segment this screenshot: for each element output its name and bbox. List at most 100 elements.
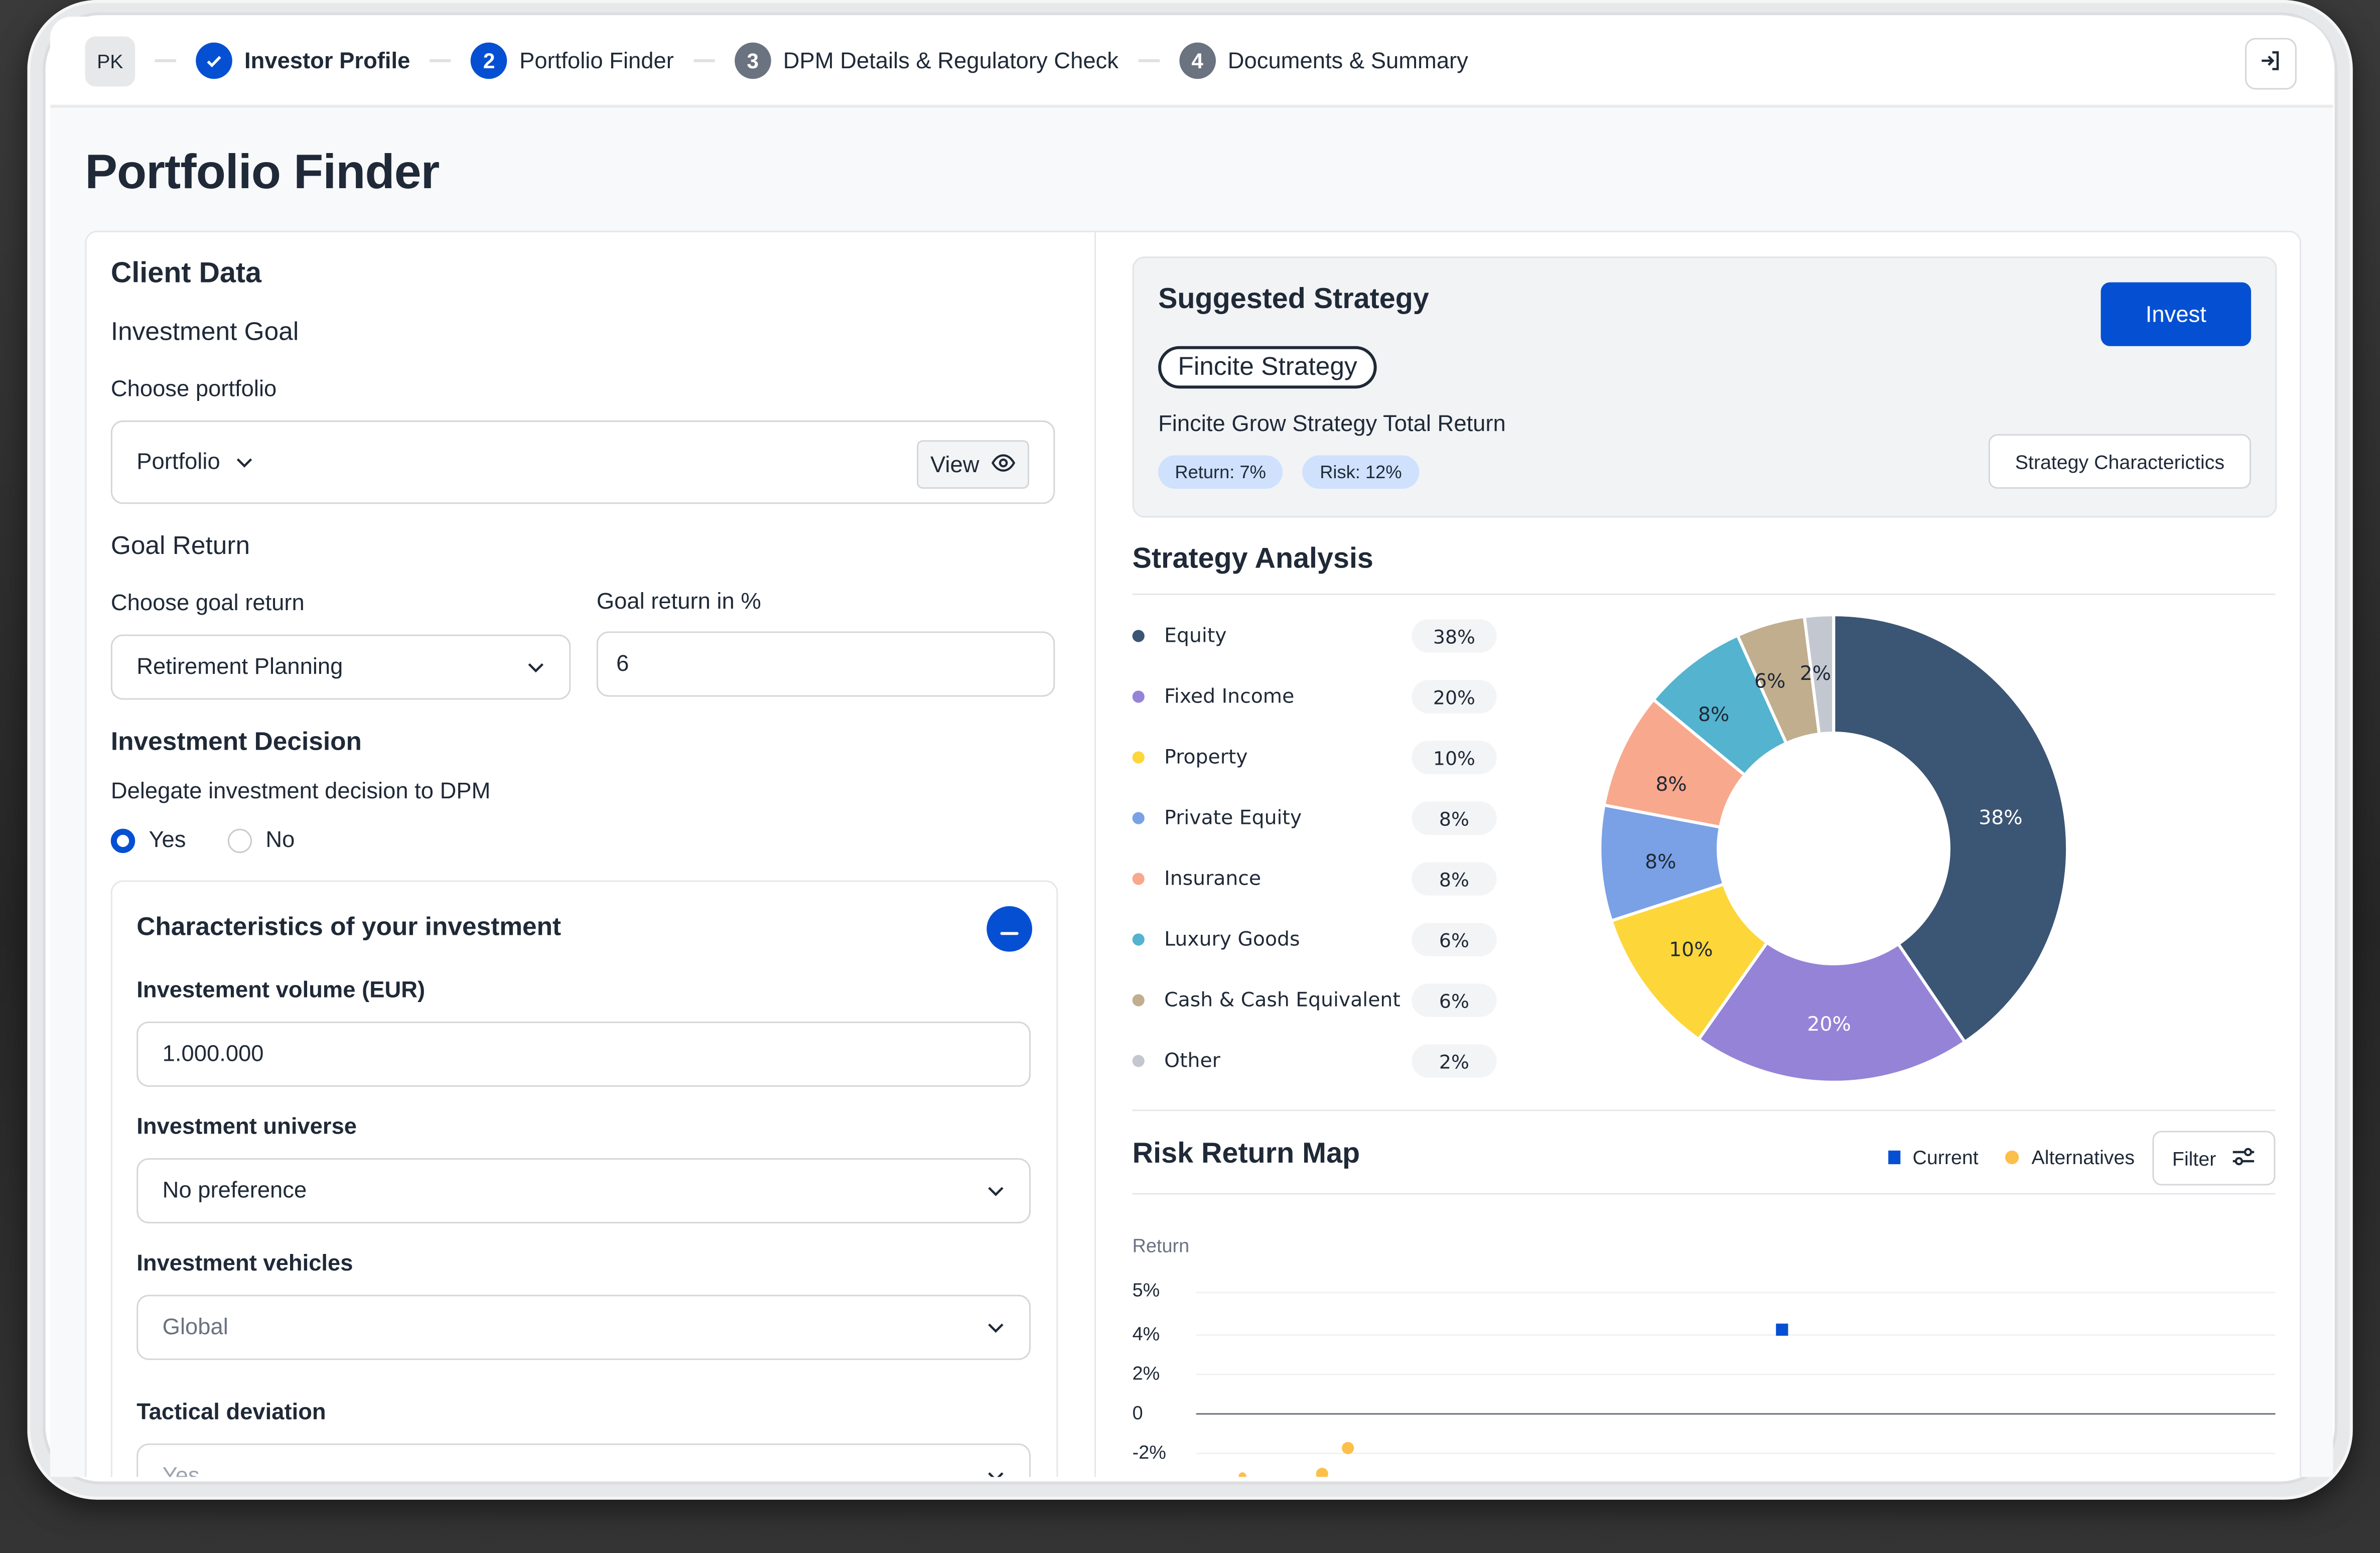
page-title: Portfolio Finder — [85, 144, 440, 199]
risk-return-map-title: Risk Return Map — [1132, 1138, 1360, 1171]
strategy-analysis-title: Strategy Analysis — [1132, 543, 1373, 576]
alternative-point[interactable] — [1316, 1468, 1328, 1477]
universe-value: No preference — [162, 1178, 307, 1204]
circle-marker-icon — [2006, 1150, 2020, 1165]
y-tick: -2% — [1132, 1442, 1166, 1464]
collapse-button[interactable] — [987, 906, 1032, 952]
suggested-strategy-card: Suggested Strategy Invest Fincite Strate… — [1132, 256, 2277, 518]
slice-label: 10% — [1669, 939, 1713, 961]
legend-label: Cash & Cash Equivalent — [1164, 989, 1401, 1012]
vehicles-select[interactable]: Global — [136, 1295, 1031, 1360]
view-label: View — [930, 451, 979, 478]
chevron-down-icon — [527, 658, 545, 676]
legend-label: Other — [1164, 1049, 1220, 1073]
legend-item: Fixed Income 20% — [1132, 680, 1497, 714]
step-label: Documents & Summary — [1227, 48, 1468, 74]
volume-label: Investement volume (EUR) — [136, 977, 426, 1004]
gridline — [1196, 1373, 2276, 1375]
step-label: DPM Details & Regulatory Check — [783, 48, 1118, 74]
step-number: 3 — [734, 42, 771, 79]
radio-no[interactable]: No — [227, 827, 295, 853]
divider — [1132, 1193, 2276, 1195]
risk-chip: Risk: 12% — [1303, 455, 1419, 489]
minus-icon — [1000, 915, 1019, 942]
current-portfolio-point[interactable] — [1776, 1323, 1788, 1336]
risk-return-legend: Current Alternatives — [1888, 1146, 2135, 1169]
alternative-point[interactable] — [1238, 1472, 1246, 1477]
step-separator — [1138, 59, 1160, 63]
step-label: Investor Profile — [244, 48, 410, 74]
radio-selected-icon — [110, 828, 135, 853]
slice-label: 38% — [1979, 807, 2022, 829]
slice-equity — [1832, 613, 2069, 1044]
goal-return-percent-input[interactable]: 6 — [596, 631, 1055, 697]
legend-pct: 8% — [1412, 862, 1497, 896]
legend-pct: 8% — [1412, 801, 1497, 835]
sliders-icon — [2231, 1147, 2256, 1169]
strategy-chips: Return: 7% Risk: 12% — [1158, 455, 1432, 489]
radio-yes[interactable]: Yes — [110, 827, 186, 854]
radio-yes-label: Yes — [149, 827, 186, 854]
goal-return-select[interactable]: Retirement Planning — [110, 634, 571, 700]
strategy-characteristics-button[interactable]: Strategy Characterictics — [1988, 434, 2252, 489]
chevron-down-icon — [987, 1318, 1005, 1336]
legend-item: Luxury Goods 6% — [1132, 923, 1497, 956]
gridline — [1196, 1452, 2276, 1454]
legend-item: Cash & Cash Equivalent 6% — [1132, 983, 1497, 1017]
strategy-subtitle: Fincite Grow Strategy Total Return — [1158, 411, 1506, 438]
portfolio-value: Portfolio — [136, 449, 220, 475]
strategy-name-pill: Fincite Strategy — [1158, 346, 1377, 389]
slice-label: 8% — [1698, 703, 1729, 726]
avatar[interactable]: PK — [85, 36, 135, 86]
legend-label: Insurance — [1164, 867, 1262, 891]
legend-pct: 6% — [1412, 983, 1497, 1017]
characteristics-card: Characteristics of your investment Inves… — [110, 880, 1058, 1477]
step-separator — [430, 59, 452, 63]
step-separator — [155, 59, 176, 63]
check-icon — [196, 42, 232, 79]
step-portfolio-finder[interactable]: 2 Portfolio Finder — [471, 42, 674, 79]
step-investor-profile[interactable]: Investor Profile — [196, 42, 410, 79]
legend-item: Other 2% — [1132, 1044, 1497, 1078]
divider — [1132, 1109, 2276, 1111]
choose-goal-return-label: Choose goal return — [110, 590, 305, 617]
tactical-select[interactable]: Yes — [136, 1443, 1031, 1477]
filter-button[interactable]: Filter — [2152, 1131, 2276, 1186]
step-number: 4 — [1179, 42, 1216, 79]
invest-button[interactable]: Invest — [2101, 282, 2252, 346]
step-dpm-details[interactable]: 3 DPM Details & Regulatory Check — [734, 42, 1118, 79]
eye-icon — [992, 452, 1016, 477]
legend-pct: 38% — [1412, 619, 1497, 653]
slice-label: 6% — [1754, 670, 1785, 692]
legend-dot-icon — [1132, 994, 1145, 1007]
legend-pct: 10% — [1412, 741, 1497, 774]
slice-other — [1802, 613, 1836, 736]
characteristics-heading: Characteristics of your investment — [136, 912, 562, 941]
tactical-label: Tactical deviation — [136, 1399, 326, 1426]
legend-label: Equity — [1164, 624, 1227, 648]
universe-select[interactable]: No preference — [136, 1158, 1031, 1224]
goal-return-heading: Goal Return — [110, 531, 250, 560]
radio-unselected-icon — [227, 828, 252, 853]
goal-return-percent-label: Goal return in % — [596, 589, 761, 615]
portfolio-dropdown[interactable]: Portfolio — [136, 449, 253, 475]
view-portfolio-button[interactable]: View — [917, 440, 1029, 489]
suggested-strategy-title: Suggested Strategy — [1158, 284, 1429, 316]
legend-label: Private Equity — [1164, 806, 1302, 830]
alternative-point[interactable] — [1342, 1442, 1354, 1454]
tactical-value: Yes — [162, 1463, 200, 1477]
goal-return-value: Retirement Planning — [136, 654, 343, 680]
logout-icon — [2259, 48, 2283, 80]
vehicles-label: Investment vehicles — [136, 1250, 353, 1277]
step-documents-summary[interactable]: 4 Documents & Summary — [1179, 42, 1468, 79]
slice-fixed-income — [1697, 940, 1967, 1084]
legend-current-label: Current — [1912, 1146, 1979, 1169]
legend-item: Private Equity 8% — [1132, 801, 1497, 835]
volume-input[interactable]: 1.000.000 — [136, 1021, 1031, 1087]
investment-decision-heading: Investment Decision — [110, 727, 362, 756]
legend-label: Property — [1164, 746, 1248, 769]
legend-item: Property 10% — [1132, 741, 1497, 774]
slice-label: 8% — [1645, 851, 1676, 873]
logout-button[interactable] — [2245, 38, 2297, 90]
legend-dot-icon — [1132, 751, 1145, 764]
